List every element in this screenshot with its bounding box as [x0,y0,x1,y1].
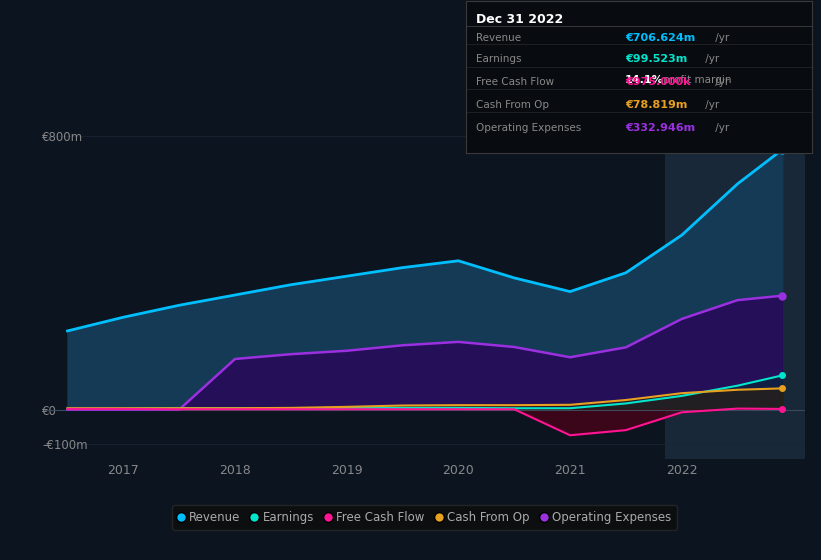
Text: €332.946m: €332.946m [625,123,695,133]
Text: profit margin: profit margin [659,75,731,85]
Text: €99.523m: €99.523m [625,54,687,64]
Text: /yr: /yr [712,123,729,133]
Text: €706.624m: €706.624m [625,34,695,44]
Bar [665,112,805,459]
Text: /yr: /yr [712,77,729,87]
Text: Cash From Op: Cash From Op [476,100,549,110]
Text: 14.1%: 14.1% [625,75,663,85]
Text: Operating Expenses: Operating Expenses [476,123,581,133]
Text: /yr: /yr [703,54,720,64]
Text: Earnings: Earnings [476,54,521,64]
Text: €975.000k: €975.000k [625,77,690,87]
Legend: Revenue, Earnings, Free Cash Flow, Cash From Op, Operating Expenses: Revenue, Earnings, Free Cash Flow, Cash … [172,505,677,530]
Text: Revenue: Revenue [476,34,521,44]
Text: €78.819m: €78.819m [625,100,687,110]
Text: /yr: /yr [712,34,729,44]
Text: Dec 31 2022: Dec 31 2022 [476,13,563,26]
Text: /yr: /yr [703,100,720,110]
Text: Free Cash Flow: Free Cash Flow [476,77,554,87]
